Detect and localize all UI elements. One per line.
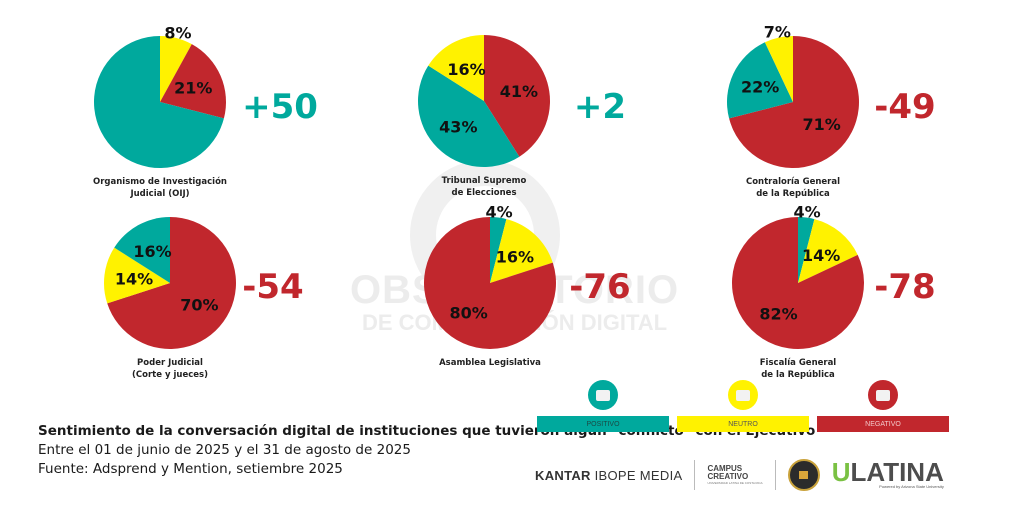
net-sentiment-score: -49 <box>874 87 935 127</box>
institution-label: (Corte y jueces) <box>132 370 208 380</box>
institution-label: Contraloría General <box>746 177 840 187</box>
pie-slice-negativo <box>731 217 864 349</box>
institution-label: Poder Judicial <box>137 358 203 368</box>
slice-label: 80% <box>450 303 488 322</box>
slice-label: 7% <box>764 23 791 42</box>
legend-positivo: POSITIVO <box>537 380 669 432</box>
slice-label: 16% <box>133 242 171 261</box>
institution-label: Fiscalía General <box>760 358 837 368</box>
legend-neutro: NEUTRO <box>677 380 809 432</box>
slice-label: 4% <box>485 203 512 222</box>
caption-source: Fuente: Adsprend y Mention, setiembre 20… <box>38 461 343 477</box>
legend-positivo-label: POSITIVO <box>537 416 669 432</box>
pie-slice-neutro <box>160 36 192 102</box>
pie-slice-neutro <box>104 247 170 304</box>
legend-neutro-label: NEUTRO <box>677 416 809 432</box>
pie-slice-positivo <box>490 217 507 283</box>
pie-slice-positivo <box>798 217 815 283</box>
legend-negativo-label: NEGATIVO <box>817 416 949 432</box>
slice-label: 8% <box>164 23 191 42</box>
slice-label: 41% <box>500 82 538 101</box>
thumbs-down-icon <box>868 380 898 410</box>
institution-label: de Elecciones <box>452 188 517 198</box>
logo-divider <box>694 460 696 490</box>
slice-label: 70% <box>180 295 218 314</box>
logo-divider <box>774 460 776 490</box>
net-sentiment-score: -78 <box>874 267 935 307</box>
slice-label: 16% <box>447 60 485 79</box>
pie-slice-positivo <box>726 42 793 119</box>
slice-label: 14% <box>802 246 840 265</box>
pie-slice-neutro <box>490 219 553 283</box>
pie-chart-6: 4% 14% 82% Fiscalía General de la República -… <box>731 203 936 380</box>
kantar-logo: KANTAR IBOPE MEDIA <box>535 467 683 483</box>
pie-slice-neutro <box>764 36 793 102</box>
pie-slice-negativo <box>729 36 859 168</box>
pie-slice-negativo <box>423 217 556 349</box>
neutral-face-icon <box>728 380 758 410</box>
pie-chart-3: 71% 22% 7% Contraloría General de la Repúbli… <box>726 23 936 199</box>
pie-slice-positivo <box>94 36 224 168</box>
legend-negativo: NEGATIVO <box>817 380 949 432</box>
net-sentiment-score: +50 <box>242 87 318 127</box>
campus-creativo-logo: CAMPUS CREATIVO UNIVERSIDAD LATINA DE CO… <box>707 464 763 486</box>
slice-label: 22% <box>741 78 779 97</box>
pie-slice-positivo <box>114 217 170 283</box>
pie-slice-neutro <box>798 219 858 283</box>
sponsor-logos: KANTAR IBOPE MEDIA CAMPUS CREATIVO UNIVE… <box>535 455 944 495</box>
pie-chart-4: 70% 14% 16% Poder Judicial (Corte y jueces) -… <box>104 217 304 380</box>
institution-label: de la República <box>761 370 835 380</box>
slice-label: 14% <box>115 269 153 288</box>
net-sentiment-score: -54 <box>242 267 303 307</box>
institution-label: Asamblea Legislativa <box>439 358 541 368</box>
institution-label: Tribunal Supremo <box>442 176 527 186</box>
institution-label: Judicial (OIJ) <box>129 189 189 199</box>
pie-chart-1: 8% 21% Organismo de Investigación Judicial … <box>93 23 318 199</box>
slice-label: 71% <box>803 115 841 134</box>
pie-charts: 8% 21% Organismo de Investigación Judicial … <box>93 23 936 380</box>
pie-slice-neutro <box>428 35 484 101</box>
slice-label: 16% <box>496 248 534 267</box>
pie-slice-negativo <box>484 35 551 157</box>
caption-period: Entre el 01 de junio de 2025 y el 31 de … <box>38 442 411 458</box>
pie-slice-positivo <box>417 65 520 168</box>
institution-label: de la República <box>756 189 830 199</box>
slice-label: 21% <box>174 79 212 98</box>
pie-slice-negativo <box>160 44 226 119</box>
slice-label: 4% <box>793 203 820 222</box>
badge-seal-icon <box>787 459 820 491</box>
pie-slice-negativo <box>107 217 237 349</box>
slice-label: 43% <box>439 118 477 137</box>
net-sentiment-score: +2 <box>574 87 626 127</box>
pie-chart-2: 41% 43% 16% Tribunal Supremo de Elecciones +2 <box>417 35 626 198</box>
institution-label: Organismo de Investigación <box>93 176 227 187</box>
net-sentiment-score: -76 <box>569 267 630 307</box>
thumbs-up-icon <box>588 380 618 410</box>
pie-chart-5: 4% 16% 80% Asamblea Legislativa -76 <box>423 203 631 368</box>
slice-label: 82% <box>759 305 797 324</box>
ulatina-logo: ULATINA Powered by Arizona State Univers… <box>831 457 944 489</box>
